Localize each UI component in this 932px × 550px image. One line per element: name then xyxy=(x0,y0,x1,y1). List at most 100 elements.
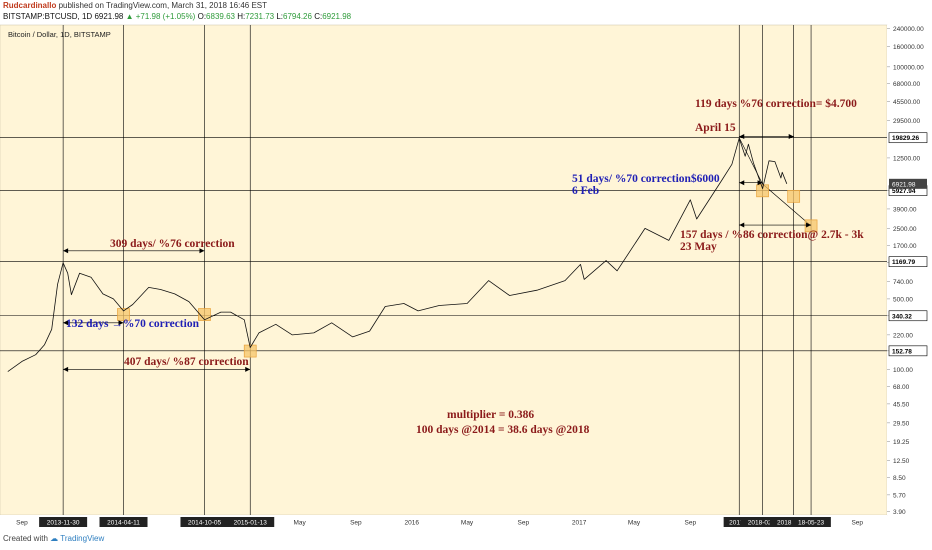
arrow-head-right xyxy=(806,222,812,228)
y-tick-label: 160000.00 xyxy=(893,44,924,51)
x-tick-date-tag xyxy=(791,517,831,527)
change-arrow-icon: ▲ xyxy=(125,12,134,21)
publish-text: published on TradingView.com, March 31, … xyxy=(58,1,268,10)
y-tick-label: 100.00 xyxy=(893,367,913,374)
annotation-309-days: 309 days/ %76 correction xyxy=(110,238,235,250)
annotation-407-days: 407 days/ %87 correction xyxy=(124,356,249,368)
x-tick-label: May xyxy=(461,520,474,527)
y-tick-label: 8.50 xyxy=(893,475,906,482)
x-tick-label: 2015-01-13 xyxy=(234,520,268,527)
open-value: 6839.63 xyxy=(206,12,235,21)
x-tick-label: 2016 xyxy=(404,520,419,527)
price-series-line xyxy=(7,137,788,372)
x-tick-date-tag xyxy=(740,517,785,527)
annotation-51-days: 51 days/ %70 correction$6000 xyxy=(572,172,720,185)
y-tick-label: 240000.00 xyxy=(893,26,924,33)
annotation-132-days: 132 days →%70 correction xyxy=(66,318,200,330)
arrow-head-right xyxy=(245,366,251,372)
y-tick-label: 12500.00 xyxy=(893,155,920,162)
x-tick-label: 2014-10-05 xyxy=(188,520,222,527)
footer: Created with ☁ TradingView xyxy=(3,534,104,543)
level-price-label: 152.78 xyxy=(892,348,912,355)
y-tick-label: 19.25 xyxy=(893,439,910,446)
arrow-head-left xyxy=(739,180,745,186)
close-value: 6921.98 xyxy=(322,12,352,21)
y-tick-label: 100000.00 xyxy=(893,64,924,71)
y-tick-label: 740.00 xyxy=(893,279,913,286)
x-tick-date-tag xyxy=(226,517,275,527)
y-tick-label: 68.00 xyxy=(893,384,910,391)
arrow-head-left xyxy=(739,133,745,139)
close-label: C: xyxy=(314,12,323,21)
y-tick-label: 68000.00 xyxy=(893,81,920,88)
author-name[interactable]: Rudcardinallo xyxy=(3,1,57,10)
x-tick-date-tag xyxy=(180,517,229,527)
x-tick-date-tag xyxy=(723,517,755,527)
low-value: 6794.26 xyxy=(283,12,312,21)
created-with-text: Created with xyxy=(3,534,48,543)
x-tick-label: 18-05-23 xyxy=(798,520,824,527)
last-price: 6921.98 xyxy=(94,12,124,21)
symbol-info: BITSTAMP:BTCUSD, 1D 6921.98 ▲ +71.98 (+1… xyxy=(3,12,351,21)
x-tick-label: 2018-02-0 xyxy=(748,520,778,527)
x-tick-label: 2013-11-30 xyxy=(47,520,80,527)
level-price-label: 5927.94 xyxy=(892,188,916,195)
chart-title: Bitcoin / Dollar, 1D, BITSTAMP xyxy=(8,30,111,39)
x-tick-label: 2014-04-11 xyxy=(107,520,140,527)
y-tick-label: 2500.00 xyxy=(893,226,917,233)
annotation-multiplier: multiplier = 0.386 xyxy=(447,409,534,421)
arrow-head-left xyxy=(63,366,69,372)
annotation-23-may: 23 May xyxy=(680,241,717,253)
arrow-head-left xyxy=(63,320,69,326)
level-price-tag xyxy=(888,345,928,357)
target-zone-box xyxy=(787,189,801,203)
y-tick-label: 5.70 xyxy=(893,492,906,499)
last-price-tag xyxy=(889,178,927,189)
level-price-tag xyxy=(888,132,928,144)
publish-info: Rudcardinallo published on TradingView.c… xyxy=(3,1,267,10)
annotation-119-days: 119 days %76 correction= $4.700 xyxy=(695,97,857,110)
level-price-tag xyxy=(888,310,928,322)
y-tick-label: 29500.00 xyxy=(893,118,920,125)
y-tick-label: 29.50 xyxy=(893,420,910,427)
level-price-tag xyxy=(888,256,928,267)
x-tick-label: Sep xyxy=(16,520,28,527)
low-label: L: xyxy=(276,12,284,21)
x-tick-label: Sep xyxy=(685,520,697,527)
high-label: H: xyxy=(237,12,246,21)
high-value: 7231.73 xyxy=(245,12,275,21)
price-change: +71.98 (+1.05%) xyxy=(135,12,196,21)
trend-line xyxy=(738,137,812,227)
target-zone-box xyxy=(243,344,257,358)
x-tick-label: Sep xyxy=(350,520,362,527)
y-tick-label: 1700.00 xyxy=(893,243,917,250)
open-label: O: xyxy=(197,12,207,21)
symbol-label: BITSTAMP:BTCUSD, 1D xyxy=(3,12,93,21)
level-price-label: 340.32 xyxy=(892,313,912,320)
annotation-6-feb: 6 Feb xyxy=(572,185,599,197)
annotation-157-days: 157 days / %86 correction@ 2.7k - 3k xyxy=(680,229,864,241)
arrow-head-right xyxy=(199,248,205,254)
arrow-head-left xyxy=(63,248,69,254)
x-tick-label: May xyxy=(293,520,306,527)
x-tick-label: 2017-1 xyxy=(729,520,750,527)
x-tick-label: Sep xyxy=(518,520,530,527)
x-tick-label: 2017 xyxy=(572,520,587,527)
target-zone-box xyxy=(117,308,130,321)
y-tick-label: 500.00 xyxy=(893,296,913,303)
y-tick-label: 12.50 xyxy=(893,458,910,465)
target-zone-box xyxy=(756,184,769,198)
annotation-days-ratio: 100 days @2014 = 38.6 days @2018 xyxy=(416,424,590,436)
y-tick-label: 3.90 xyxy=(893,509,906,516)
tradingview-brand[interactable]: TradingView xyxy=(60,534,105,543)
x-tick-date-tag xyxy=(39,517,88,527)
x-tick-label: May xyxy=(628,520,641,527)
tradingview-cloud-icon: ☁ xyxy=(50,534,59,543)
y-tick-label: 45.50 xyxy=(893,401,910,408)
arrow-head-right xyxy=(757,180,763,186)
y-tick-label: 3900.00 xyxy=(893,206,917,213)
price-axis[interactable] xyxy=(887,25,932,515)
last-price-label: 6921.98 xyxy=(892,181,916,188)
target-zone-box xyxy=(198,308,211,321)
